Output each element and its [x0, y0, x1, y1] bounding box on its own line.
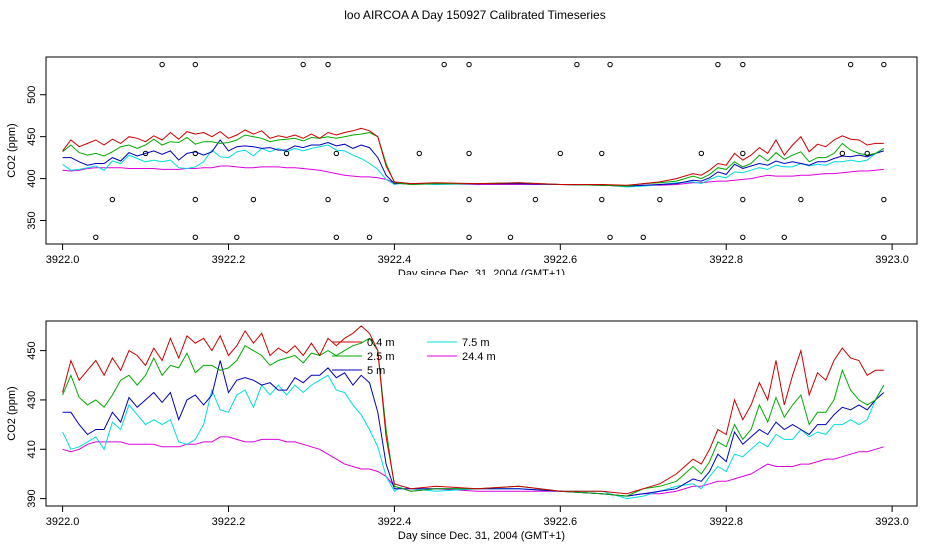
data-point: [466, 61, 472, 68]
chart-panel-top: 3922.0 3922.2 3922.4 3922.6 3922.8 3923.0 350 4…: [6, 56, 918, 275]
data-point: [532, 196, 539, 203]
legend-label: 7.5 m: [462, 337, 490, 349]
y-axis-label: CO2 (ppm): [6, 123, 18, 177]
data-point: [740, 61, 746, 68]
x-tick-label: 3922.8: [709, 254, 743, 266]
series-line: [62, 139, 884, 187]
data-point: [740, 234, 746, 240]
series-line: [62, 131, 885, 187]
data-point: [192, 61, 199, 68]
data-point: [657, 196, 663, 203]
data-point: [325, 196, 331, 203]
data-point: [333, 150, 340, 157]
y-tick-label: 400: [26, 169, 38, 187]
data-point: [466, 196, 472, 203]
data-point: [839, 150, 846, 157]
x-tick-label: 3923.0: [875, 516, 909, 528]
data-point: [234, 234, 240, 240]
data-point: [574, 61, 580, 68]
panel-bottom-marks: 3922.0 3922.2 3922.4 3922.6 3922.8 3923.0 390 4…: [6, 320, 918, 542]
data-point: [416, 150, 422, 157]
x-tick-label: 3922.6: [543, 516, 577, 528]
y-tick-label: 500: [26, 86, 38, 104]
x-tick-label: 3922.4: [378, 516, 412, 528]
data-point: [557, 150, 564, 157]
y-tick-label: 450: [26, 341, 38, 359]
data-point: [466, 234, 472, 240]
data-point: [325, 61, 331, 68]
data-point: [283, 150, 290, 157]
x-tick-label: 3922.8: [709, 516, 743, 528]
data-point: [881, 234, 887, 240]
chart-title: loo AIRCOA A Day 150927 Calibrated Times…: [344, 8, 606, 22]
x-tick-label: 3922.6: [543, 254, 577, 266]
data-point: [109, 196, 116, 203]
legend-label: 5 m: [367, 365, 385, 377]
data-point: [250, 196, 257, 203]
data-point: [192, 234, 199, 240]
series-line: [62, 127, 884, 186]
x-tick-label: 3922.2: [212, 254, 246, 266]
x-axis-label: Day since Dec. 31, 2004 (GMT+1): [398, 268, 565, 275]
data-point: [698, 150, 705, 157]
data-point: [507, 234, 514, 240]
data-point: [93, 234, 99, 240]
data-point: [781, 234, 787, 240]
data-point: [383, 196, 389, 203]
x-tick-label: 3922.0: [46, 516, 80, 528]
plot-frame: [45, 320, 918, 507]
data-point: [847, 61, 854, 68]
x-axis-label: Day since Dec. 31, 2004 (GMT+1): [398, 530, 565, 542]
data-point: [740, 196, 746, 203]
data-point: [142, 150, 149, 157]
data-point: [366, 234, 373, 240]
plot-area: [62, 127, 885, 188]
x-tick-label: 3922.2: [212, 516, 246, 528]
legend-label: 24.4 m: [462, 351, 496, 363]
y-tick-label: 350: [26, 211, 38, 229]
series-line: [62, 436, 884, 497]
legend-label: 2.5 m: [367, 351, 395, 363]
panel-top-marks: 3922.0 3922.2 3922.4 3922.6 3922.8 3923.0 350 4…: [6, 56, 918, 275]
data-point: [881, 61, 887, 68]
series-line: [62, 360, 885, 497]
data-point: [466, 150, 472, 157]
data-point: [441, 61, 447, 68]
series-line: [62, 165, 884, 187]
data-point: [607, 234, 613, 240]
data-point: [159, 61, 165, 68]
x-tick-label: 3922.4: [378, 254, 412, 266]
data-point: [599, 150, 605, 157]
series-line: [62, 374, 885, 500]
legend-label: 0.4 m: [367, 337, 395, 349]
chart-panel-bottom: 3922.0 3922.2 3922.4 3922.6 3922.8 3923.0 390 4…: [6, 320, 918, 542]
data-point: [881, 196, 887, 203]
y-tick-label: 430: [26, 391, 38, 409]
y-tick-label: 390: [26, 489, 38, 507]
data-point: [333, 234, 340, 240]
plot-area: [62, 325, 885, 500]
x-tick-label: 3922.0: [46, 254, 80, 266]
series-line: [62, 337, 885, 497]
series-line: [62, 325, 884, 495]
y-tick-label: 410: [26, 440, 38, 458]
data-point: [599, 196, 605, 203]
data-point: [798, 196, 804, 203]
data-point: [192, 150, 199, 157]
data-point: [300, 61, 306, 68]
series-line: [62, 144, 885, 188]
x-tick-label: 3923.0: [875, 254, 909, 266]
data-point: [607, 61, 613, 68]
data-point: [192, 196, 199, 203]
data-point: [864, 150, 870, 157]
y-tick-label: 450: [26, 127, 38, 145]
plot-frame: [45, 56, 918, 245]
y-axis-label: CO2 (ppm): [6, 386, 18, 440]
data-point: [740, 150, 746, 157]
data-point: [715, 61, 721, 68]
data-point: [640, 234, 646, 240]
